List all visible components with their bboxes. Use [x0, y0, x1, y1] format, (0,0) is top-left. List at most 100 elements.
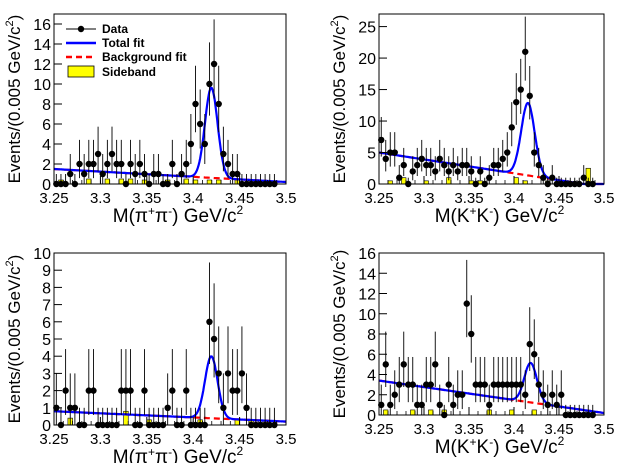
data-point: [382, 361, 389, 368]
data-point: [418, 401, 425, 409]
x-label-sup: 2: [237, 203, 244, 217]
data-point: [136, 160, 144, 168]
data-point: [490, 381, 497, 388]
x-tick-label: 3.3: [90, 190, 111, 207]
data-point: [67, 170, 74, 178]
y-tick-label: 4: [42, 137, 51, 154]
data-point: [90, 160, 97, 168]
data-point: [468, 330, 475, 338]
data-point: [183, 387, 190, 394]
data-point: [432, 168, 439, 175]
data-point: [418, 155, 425, 163]
data-point: [499, 155, 506, 163]
sideband-bar: [410, 409, 416, 416]
data-point: [468, 168, 475, 175]
data-point: [481, 381, 488, 388]
x-label-sup: +: [148, 204, 155, 218]
x-tick-label: 3.45: [225, 431, 254, 448]
y-tick-label: 6: [42, 117, 51, 134]
y-tick-label: 3: [42, 366, 51, 383]
y-axis-label: Events/(0.005 GeV/c2): [4, 15, 24, 184]
plot-frame: [53, 13, 287, 185]
data-point: [441, 161, 448, 169]
x-label-part: ) GeV/c: [493, 437, 557, 458]
sideband-bar: [513, 177, 519, 185]
x-tick-label: 3.25: [364, 190, 393, 207]
data-point: [409, 381, 416, 388]
data-point: [504, 381, 511, 388]
data-point: [450, 401, 457, 409]
y-label-part: ): [330, 15, 349, 21]
x-tick-label: 3.3: [90, 431, 111, 448]
y-label-part: Events/(0.005 GeV/c: [5, 26, 24, 183]
y-tick-label: 5: [367, 146, 376, 163]
y-tick-label: 10: [33, 77, 51, 94]
panel-kk-top: 3.25 3.3 3.35 3.4 3.45 3.5 0 5 10 15 20 25 M(K+K-) G…: [329, 13, 614, 227]
data-point: [210, 335, 218, 343]
y-label-sup: 2: [4, 260, 16, 266]
data-point: [423, 381, 430, 388]
data-point: [164, 404, 171, 411]
data-point: [210, 60, 218, 68]
y-tick-label: 12: [358, 287, 376, 304]
x-label-sup: -: [489, 435, 493, 449]
y-label-sup: 2: [4, 20, 16, 26]
y-tick-label: 7: [42, 298, 51, 315]
data-point: [378, 401, 385, 409]
data-point: [71, 404, 79, 411]
y-axis-label: Events/(0.005 GeV/c2): [4, 255, 24, 424]
data-point: [549, 391, 556, 398]
sideband-bar: [192, 179, 199, 185]
data-point: [206, 318, 213, 325]
data-point: [526, 92, 533, 100]
y-label-part: Events/(0.005 GeV/c: [330, 261, 349, 418]
y-tick-label: 0: [367, 177, 376, 194]
data-point: [220, 150, 227, 158]
sideband-bar: [234, 419, 240, 426]
y-tick-label: 10: [358, 114, 376, 131]
data-point: [531, 351, 538, 358]
data-point: [549, 174, 556, 181]
data-point: [132, 170, 139, 178]
data-point: [414, 161, 421, 169]
x-tick-label: 3.5: [276, 431, 297, 448]
data-point: [508, 381, 515, 388]
y-label-part: Events/(0.005 GeV/c: [330, 26, 349, 183]
data-point: [535, 381, 542, 388]
plot-frame: [378, 13, 605, 185]
data-point: [400, 161, 407, 169]
x-tick-label: 3.45: [225, 190, 254, 207]
data-point: [486, 401, 493, 409]
sideband-bar: [206, 179, 213, 185]
data-point: [486, 174, 493, 181]
x-tick-label: 3.4: [504, 190, 525, 207]
y-tick-label: 14: [358, 266, 376, 283]
data-point: [391, 391, 398, 398]
y-label-part: Events/(0.005 GeV/c: [5, 266, 24, 423]
sideband-bar: [86, 178, 92, 185]
x-tick-label: 3.4: [504, 421, 525, 438]
x-label-part: ) GeV/c: [172, 447, 236, 463]
data-point: [445, 381, 452, 388]
data-point: [531, 149, 538, 156]
x-label-part: ) GeV/c: [172, 206, 236, 227]
data-point: [508, 124, 515, 131]
data-point: [220, 404, 227, 411]
x-tick-label: 3.35: [132, 431, 161, 448]
sideband-bar: [104, 178, 110, 185]
data-point: [229, 387, 236, 394]
x-axis-label: M(π+π-) GeV/c2: [113, 203, 244, 227]
y-tick-label: 16: [358, 246, 376, 263]
x-label-part: K: [477, 437, 490, 458]
data-point: [122, 387, 130, 394]
data-point: [459, 391, 466, 398]
y-tick-label: 5: [42, 332, 51, 349]
x-label-sup: -: [489, 204, 493, 218]
x-label-part: M(π: [113, 206, 148, 227]
data-point: [427, 161, 434, 169]
y-tick-label: 10: [33, 246, 51, 263]
data-point: [127, 387, 134, 394]
y-tick-label: 0: [367, 408, 376, 425]
